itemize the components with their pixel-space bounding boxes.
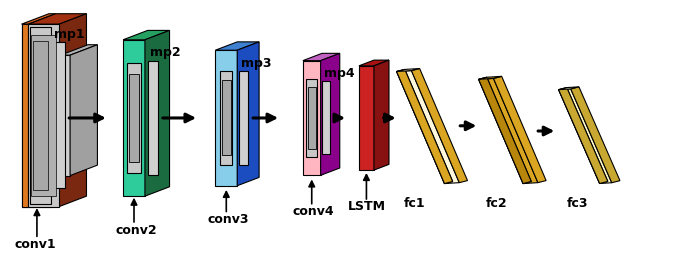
- Polygon shape: [479, 76, 501, 79]
- Polygon shape: [397, 69, 453, 184]
- Polygon shape: [32, 35, 56, 196]
- Text: conv1: conv1: [14, 238, 56, 251]
- Text: mp3: mp3: [241, 57, 272, 70]
- Polygon shape: [479, 78, 538, 184]
- Text: conv2: conv2: [116, 223, 157, 237]
- Polygon shape: [303, 53, 340, 61]
- Polygon shape: [220, 71, 232, 165]
- Polygon shape: [322, 81, 329, 155]
- Text: mp4: mp4: [324, 67, 355, 80]
- Polygon shape: [70, 45, 97, 176]
- Polygon shape: [215, 50, 237, 186]
- Text: conv3: conv3: [207, 213, 249, 226]
- Polygon shape: [374, 60, 389, 170]
- Polygon shape: [308, 87, 316, 149]
- Polygon shape: [571, 87, 620, 183]
- Polygon shape: [54, 42, 65, 188]
- Polygon shape: [239, 71, 248, 165]
- Polygon shape: [558, 88, 608, 183]
- Polygon shape: [60, 55, 70, 176]
- Polygon shape: [21, 24, 52, 206]
- Polygon shape: [123, 40, 145, 196]
- Polygon shape: [127, 63, 141, 173]
- Polygon shape: [303, 61, 321, 175]
- Polygon shape: [215, 42, 259, 50]
- Text: fc2: fc2: [486, 198, 508, 210]
- Polygon shape: [222, 80, 231, 156]
- Polygon shape: [412, 69, 467, 183]
- Polygon shape: [397, 69, 453, 184]
- Text: LSTM: LSTM: [348, 200, 386, 213]
- Polygon shape: [21, 24, 28, 206]
- Polygon shape: [558, 87, 579, 90]
- Text: fc1: fc1: [404, 198, 425, 210]
- Text: fc3: fc3: [566, 198, 588, 210]
- Polygon shape: [479, 77, 532, 184]
- Text: mp2: mp2: [150, 46, 180, 59]
- Polygon shape: [145, 30, 170, 196]
- Polygon shape: [397, 69, 420, 72]
- Polygon shape: [30, 27, 51, 204]
- Text: conv4: conv4: [292, 205, 334, 218]
- Polygon shape: [123, 30, 170, 40]
- Polygon shape: [558, 88, 608, 183]
- Polygon shape: [493, 76, 546, 183]
- Text: mp1: mp1: [54, 28, 85, 41]
- Polygon shape: [59, 14, 86, 206]
- Polygon shape: [149, 61, 158, 175]
- Polygon shape: [479, 77, 532, 184]
- Polygon shape: [21, 14, 55, 24]
- Polygon shape: [60, 45, 97, 55]
- Polygon shape: [306, 79, 317, 157]
- Polygon shape: [33, 41, 47, 190]
- Polygon shape: [28, 14, 86, 24]
- Polygon shape: [558, 89, 612, 183]
- Polygon shape: [397, 70, 460, 184]
- Polygon shape: [359, 60, 389, 66]
- Polygon shape: [129, 74, 139, 162]
- Polygon shape: [237, 42, 259, 186]
- Polygon shape: [28, 24, 59, 206]
- Polygon shape: [321, 53, 340, 175]
- Polygon shape: [359, 66, 374, 170]
